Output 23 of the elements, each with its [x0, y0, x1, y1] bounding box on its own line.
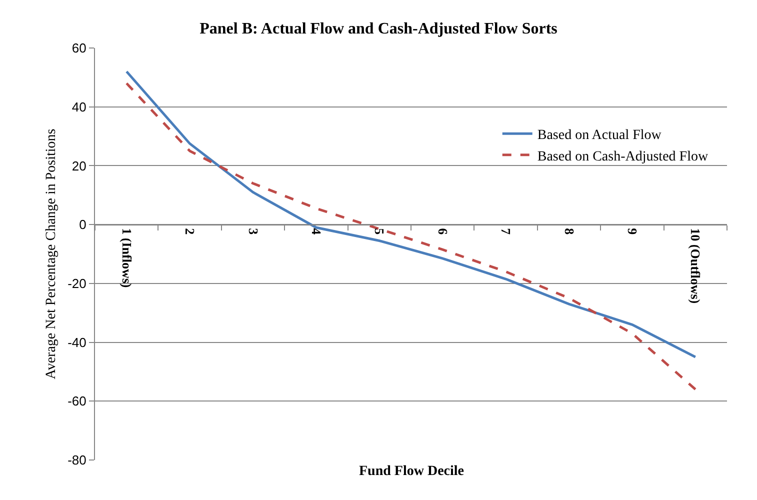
x-tick-label: 1 (Inflows) — [119, 228, 134, 288]
y-tick-label: 40 — [72, 99, 86, 114]
legend-label: Based on Cash-Adjusted Flow — [537, 149, 709, 164]
legend-label: Based on Actual Flow — [537, 128, 662, 144]
x-axis-title: Fund Flow Decile — [359, 464, 464, 479]
chart-title: Panel B: Actual Flow and Cash-Adjusted Flow Sorts — [200, 20, 558, 38]
x-tick-label: 8 — [562, 228, 577, 236]
x-tick-label: 2 — [182, 228, 198, 235]
x-tick-label: 4 — [308, 228, 324, 236]
y-axis-title: Average Net Percentage Change in Positions — [44, 128, 60, 380]
x-tick-label: 10 (Outflows) — [688, 228, 704, 304]
y-tick-label: -60 — [68, 394, 86, 409]
x-tick-label: 9 — [624, 228, 640, 236]
x-tick-label: 7 — [498, 228, 514, 236]
y-tick-label: -40 — [68, 334, 86, 350]
x-tick-label: 3 — [246, 228, 261, 236]
y-tick-label: -80 — [68, 452, 86, 468]
y-tick-label: -20 — [68, 276, 86, 291]
y-tick-label: 20 — [72, 158, 86, 174]
x-tick-label: 5 — [372, 228, 388, 236]
y-tick-label: 0 — [79, 217, 86, 232]
x-tick-label: 6 — [435, 228, 450, 236]
y-tick-label: 60 — [72, 40, 86, 56]
